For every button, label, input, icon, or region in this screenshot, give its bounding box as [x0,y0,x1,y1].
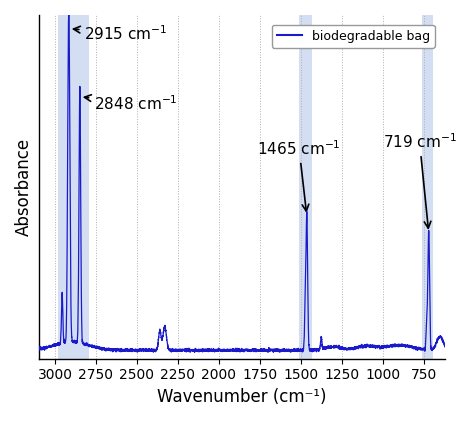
Bar [58,15,90,359]
Text: 2848 cm$^{-1}$: 2848 cm$^{-1}$ [84,94,178,113]
Text: 1465 cm$^{-1}$: 1465 cm$^{-1}$ [257,139,341,211]
Bar [422,15,434,359]
X-axis label: Wavenumber (cm⁻¹): Wavenumber (cm⁻¹) [157,388,327,406]
Bar [299,15,312,359]
Legend: biodegradable bag: biodegradable bag [272,25,435,48]
Y-axis label: Absorbance: Absorbance [15,138,33,236]
Text: 719 cm$^{-1}$: 719 cm$^{-1}$ [383,133,456,228]
Text: 2915 cm$^{-1}$: 2915 cm$^{-1}$ [73,24,168,43]
